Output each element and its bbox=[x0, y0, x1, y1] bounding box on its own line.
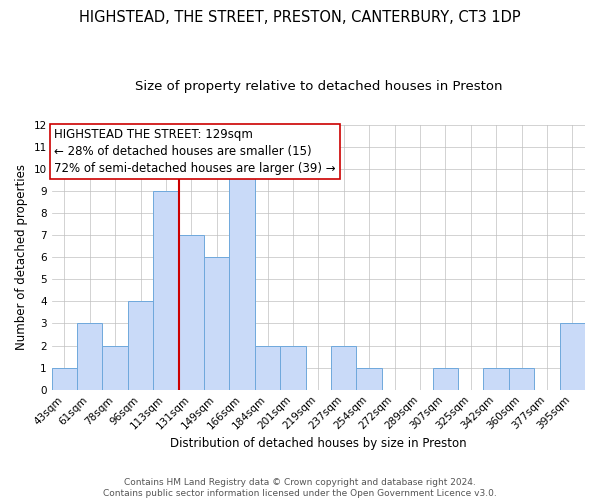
Bar bbox=[52, 368, 77, 390]
Bar bbox=[331, 346, 356, 390]
Bar bbox=[103, 346, 128, 390]
Bar bbox=[179, 235, 204, 390]
X-axis label: Distribution of detached houses by size in Preston: Distribution of detached houses by size … bbox=[170, 437, 467, 450]
Bar bbox=[356, 368, 382, 390]
Bar bbox=[128, 302, 153, 390]
Title: Size of property relative to detached houses in Preston: Size of property relative to detached ho… bbox=[134, 80, 502, 93]
Bar bbox=[229, 169, 255, 390]
Bar bbox=[509, 368, 534, 390]
Text: HIGHSTEAD, THE STREET, PRESTON, CANTERBURY, CT3 1DP: HIGHSTEAD, THE STREET, PRESTON, CANTERBU… bbox=[79, 10, 521, 25]
Bar bbox=[255, 346, 280, 390]
Bar bbox=[204, 257, 229, 390]
Bar bbox=[77, 324, 103, 390]
Y-axis label: Number of detached properties: Number of detached properties bbox=[15, 164, 28, 350]
Bar bbox=[280, 346, 305, 390]
Text: Contains HM Land Registry data © Crown copyright and database right 2024.
Contai: Contains HM Land Registry data © Crown c… bbox=[103, 478, 497, 498]
Bar bbox=[433, 368, 458, 390]
Text: HIGHSTEAD THE STREET: 129sqm
← 28% of detached houses are smaller (15)
72% of se: HIGHSTEAD THE STREET: 129sqm ← 28% of de… bbox=[54, 128, 336, 175]
Bar bbox=[484, 368, 509, 390]
Bar bbox=[560, 324, 585, 390]
Bar bbox=[153, 191, 179, 390]
